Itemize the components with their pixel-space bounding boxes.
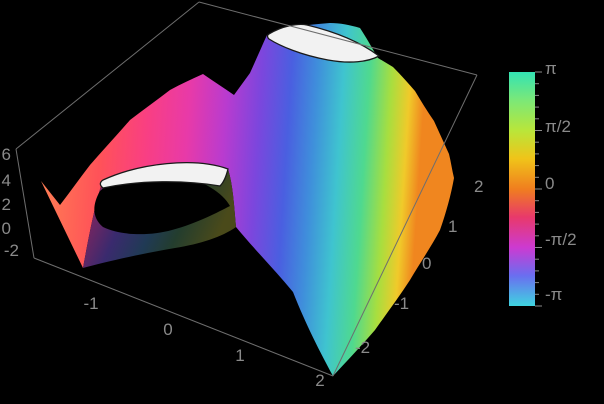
svg-text:2: 2 bbox=[315, 371, 324, 390]
svg-text:π: π bbox=[545, 59, 557, 78]
svg-text:-π: -π bbox=[545, 285, 562, 304]
svg-text:0: 0 bbox=[545, 174, 554, 193]
svg-text:6: 6 bbox=[2, 145, 11, 164]
svg-text:π/2: π/2 bbox=[545, 117, 571, 136]
svg-text:2: 2 bbox=[2, 195, 11, 214]
svg-text:0: 0 bbox=[2, 219, 11, 238]
svg-text:-π/2: -π/2 bbox=[545, 230, 577, 249]
svg-text:-2: -2 bbox=[4, 241, 19, 260]
svg-text:0: 0 bbox=[163, 320, 172, 339]
svg-text:1: 1 bbox=[235, 346, 244, 365]
svg-text:4: 4 bbox=[2, 171, 11, 190]
svg-text:1: 1 bbox=[448, 217, 457, 236]
svg-text:-1: -1 bbox=[394, 294, 409, 313]
svg-text:-1: -1 bbox=[83, 294, 98, 313]
svg-text:2: 2 bbox=[474, 177, 483, 196]
svg-text:-2: -2 bbox=[355, 338, 370, 357]
svg-text:0: 0 bbox=[422, 254, 431, 273]
